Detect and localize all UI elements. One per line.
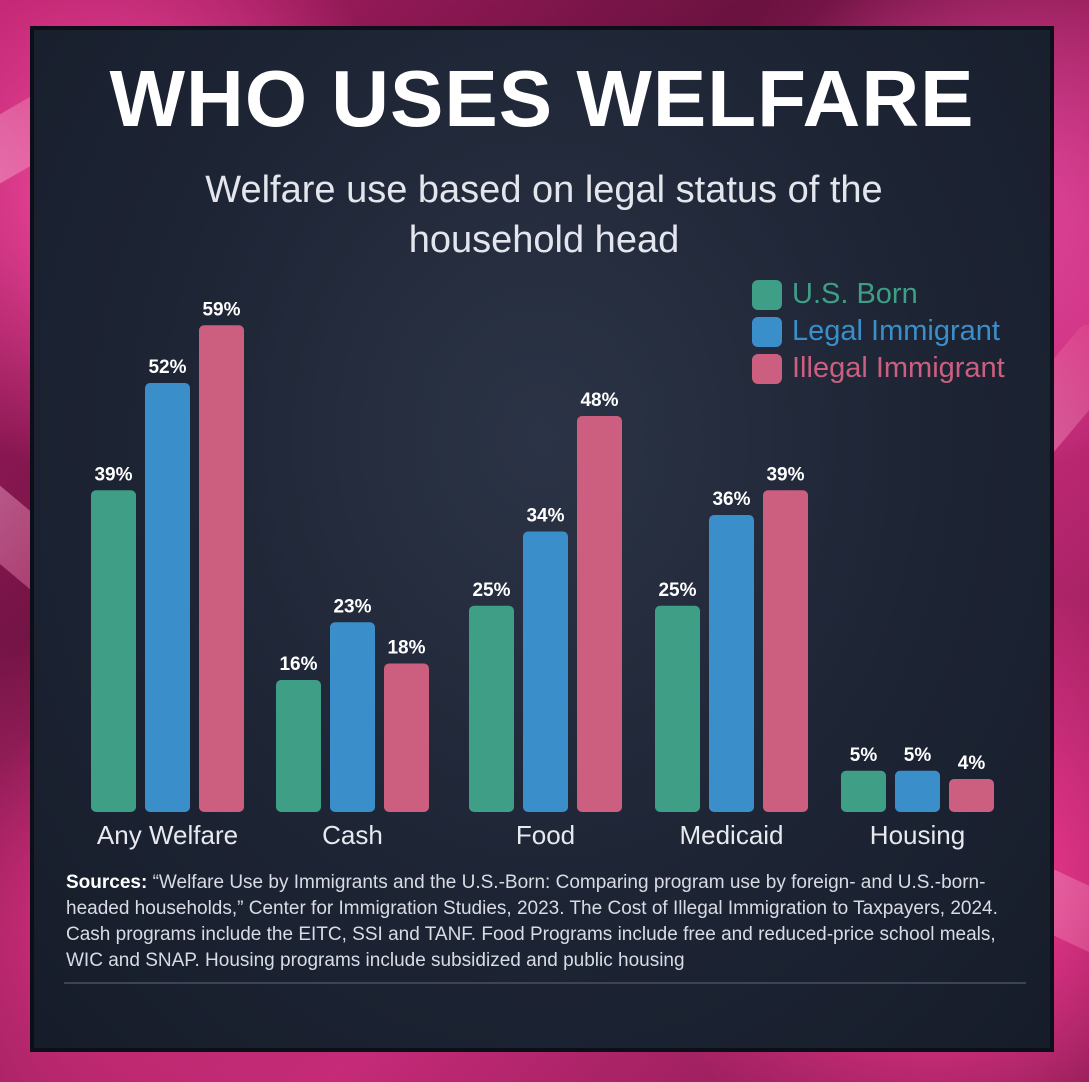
data-label: 5% — [904, 745, 932, 766]
page-title: WHO USES WELFARE — [109, 54, 975, 143]
bar-group: 25% 36% 39% Medicaid — [655, 464, 808, 850]
data-label: 4% — [958, 753, 986, 774]
data-label: 39% — [766, 464, 804, 485]
sources-text: “Welfare Use by Immigrants and the U.S.-… — [66, 872, 998, 971]
bar — [763, 490, 808, 812]
legend-label-illegal-immigrant: Illegal Immigrant — [792, 352, 1005, 384]
data-label: 25% — [658, 580, 696, 601]
data-label: 23% — [333, 596, 371, 617]
bar — [469, 605, 514, 812]
data-label: 52% — [148, 357, 186, 378]
data-label: 18% — [387, 638, 425, 659]
bar-group: 25% 34% 48% Food — [469, 390, 622, 850]
category-label: Medicaid — [679, 820, 783, 850]
sources-label: Sources: — [66, 872, 148, 893]
bar-chart: 39% 52% 59% Any Welfare 16% 23% 18% Cash 25% 34% 4… — [91, 299, 994, 850]
sources-note: Sources: “Welfare Use by Immigrants and … — [66, 870, 1026, 974]
category-label: Any Welfare — [97, 820, 238, 850]
bar — [276, 680, 321, 812]
bar — [577, 416, 622, 812]
bar — [384, 663, 429, 812]
bar — [949, 779, 994, 812]
legend-label-legal-immigrant: Legal Immigrant — [792, 315, 1000, 347]
legend-swatch-legal-immigrant — [752, 316, 782, 347]
category-label: Food — [516, 820, 575, 850]
legend-swatch-illegal-immigrant — [752, 353, 782, 384]
bar — [655, 605, 700, 812]
bar — [145, 383, 190, 812]
legend-item-us-born: U.S. Born — [752, 276, 1005, 313]
bar — [330, 622, 375, 812]
bar — [709, 515, 754, 812]
data-label: 25% — [472, 580, 510, 601]
legend-item-illegal-immigrant: Illegal Immigrant — [752, 350, 1005, 387]
bar-group: 39% 52% 59% Any Welfare — [91, 299, 244, 850]
bar — [841, 770, 886, 812]
legend-swatch-us-born — [752, 279, 782, 310]
data-label: 36% — [712, 489, 750, 510]
bar — [523, 531, 568, 812]
legend-item-legal-immigrant: Legal Immigrant — [752, 313, 1005, 350]
data-label: 34% — [526, 506, 564, 527]
data-label: 48% — [580, 390, 618, 411]
bar — [895, 770, 940, 812]
bar-group: 5% 5% 4% Housing — [841, 745, 994, 850]
data-label: 39% — [94, 464, 132, 485]
data-label: 16% — [279, 654, 317, 675]
data-label: 5% — [850, 745, 878, 766]
legend-label-us-born: U.S. Born — [792, 278, 918, 310]
category-label: Housing — [870, 820, 965, 850]
bar-group: 16% 23% 18% Cash — [276, 596, 429, 850]
chart-legend: U.S. Born Legal Immigrant Illegal Immigr… — [752, 276, 1005, 387]
data-label: 59% — [202, 299, 240, 320]
bar — [91, 490, 136, 812]
category-label: Cash — [322, 820, 383, 850]
divider — [64, 982, 1026, 984]
chart-subtitle: Welfare use based on legal status of the… — [205, 169, 883, 261]
infographic-panel: WHO USES WELFARE Welfare use based on le… — [30, 26, 1054, 1052]
bar — [199, 325, 244, 812]
